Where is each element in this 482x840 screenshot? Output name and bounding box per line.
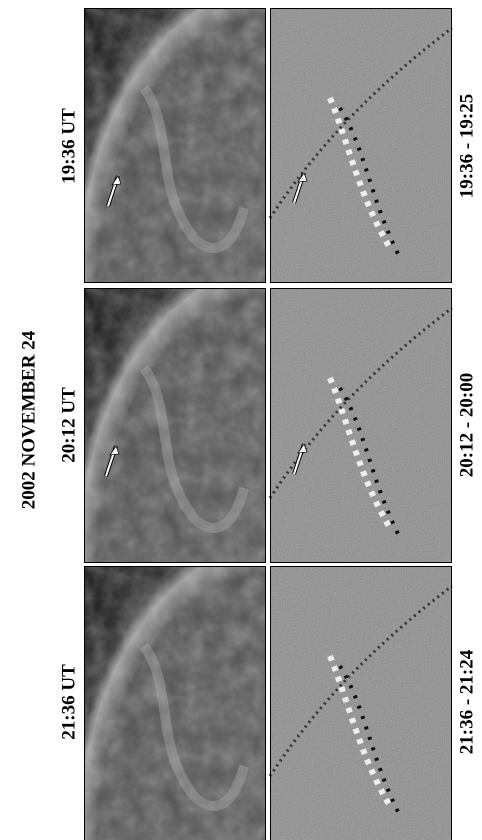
image-panel (84, 8, 266, 283)
time-label: 19:36 UT (58, 108, 79, 184)
figure: 2002 NOVEMBER 24 19:36 UT 20:12 UT 21:36… (0, 0, 482, 840)
difference-label: 19:36 - 19:25 (456, 94, 477, 198)
difference-panel (270, 566, 452, 840)
figure-title: 2002 NOVEMBER 24 (18, 330, 39, 509)
difference-label: 20:12 - 20:00 (456, 373, 477, 477)
page: 2002 NOVEMBER 24 19:36 UT 20:12 UT 21:36… (0, 0, 482, 840)
time-label: 21:36 UT (58, 664, 79, 740)
image-panel (84, 288, 266, 563)
time-label: 20:12 UT (58, 387, 79, 463)
image-panel (84, 566, 266, 840)
difference-panel (270, 8, 452, 283)
difference-label: 21:36 - 21:24 (456, 649, 477, 754)
difference-panel (270, 288, 452, 563)
